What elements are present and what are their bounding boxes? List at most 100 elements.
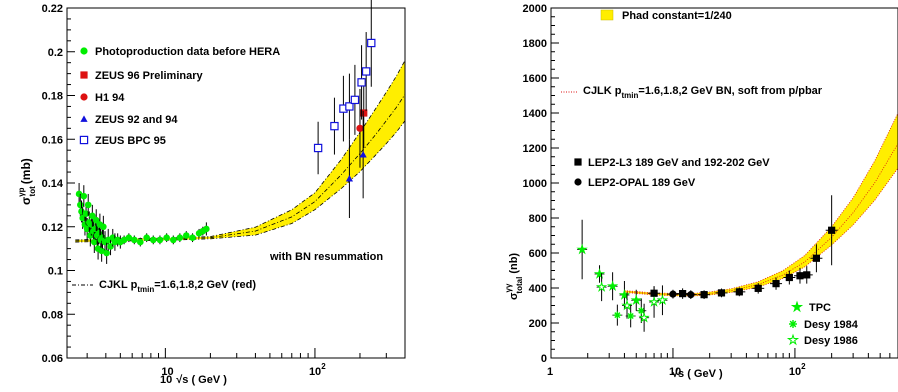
right-legend-phad-swatch xyxy=(600,9,614,21)
right-ylabel-unit: (nb) xyxy=(508,253,520,274)
left-ylabel-sup: γp xyxy=(17,187,26,196)
left-series-photoproduction-data-before-hera-point xyxy=(98,247,105,255)
left-points-layer xyxy=(75,0,376,264)
left-series-h1-94-point xyxy=(356,124,364,132)
left-y-axis-label: σγp tot (mb) xyxy=(17,158,37,205)
left-curve-sub: tmin xyxy=(137,285,154,294)
right-legend-label-desy1984: Desy 1984 xyxy=(804,319,859,331)
right-series-desy-1986-point xyxy=(595,281,608,292)
right-legend-marker-desy1986 xyxy=(786,333,800,346)
right-band-layer xyxy=(624,112,898,297)
right-x-axis-label: √s ( GeV ) xyxy=(672,368,723,380)
right-xtick-label: 10 xyxy=(669,366,681,378)
left-series-zeus-bpc-95-point xyxy=(330,121,339,131)
right-ytick-label: 0 xyxy=(541,353,547,365)
right-legend-marker-opal xyxy=(574,178,582,186)
left-legend-marker-h1 xyxy=(80,93,88,101)
left-ytick-label: 0.06 xyxy=(42,353,63,365)
right-legend-entry-opal: LEP2-OPAL 189 GeV xyxy=(574,177,696,189)
left-ylabel-main: σ xyxy=(19,197,33,205)
right-legend-phad-label: Phad constant=1/240 xyxy=(622,10,732,22)
right-legend-label-opal: LEP2-OPAL 189 GeV xyxy=(588,177,696,189)
right-xtick-label: 102 xyxy=(789,362,806,378)
right-xtick-label: 1 xyxy=(547,366,553,378)
left-ytick-label: 0.2 xyxy=(48,47,63,59)
right-series-desy-1984-point xyxy=(637,307,645,315)
left-plot-frame xyxy=(66,7,406,359)
left-series-zeus-bpc-95-point xyxy=(313,143,323,153)
left-annotation-resummation: with BN resummation xyxy=(269,251,383,263)
left-series-zeus-bpc-95 xyxy=(313,0,376,175)
right-series-tpc-point xyxy=(593,268,606,279)
right-legend-marker-l3 xyxy=(574,158,582,166)
right-legend-entry-tpc: TPC xyxy=(790,300,831,314)
left-series-zeus-96-preliminary-point xyxy=(360,109,368,117)
right-series-lep2-l3-189-gev-and-192-202-gev-point xyxy=(754,284,762,292)
right-series-lep2-l3-189-gev-and-192-202-gev-point xyxy=(812,254,821,262)
left-series-photoproduction-data-before-hera-point xyxy=(100,223,107,231)
left-xtick-exponent: 2 xyxy=(321,362,326,371)
right-legend-marker xyxy=(790,300,804,313)
right-curve-pre: CJLK p xyxy=(583,85,622,97)
left-series-photoproduction-data-before-hera-point xyxy=(170,236,177,244)
left-curve-pre: CJKL p xyxy=(99,279,138,291)
right-legend-label-desy1986: Desy 1986 xyxy=(804,335,858,347)
left-legend-marker xyxy=(80,93,88,101)
right-legend-label-tpc: TPC xyxy=(809,302,831,314)
right-curve-mid xyxy=(624,143,898,296)
left-series-photoproduction-data-before-hera-point xyxy=(176,234,184,241)
right-ytick-label: 400 xyxy=(529,283,547,295)
right-series-desy-1986-point xyxy=(656,294,669,306)
left-series-photoproduction-data-before-hera-point xyxy=(137,238,144,246)
left-legend-marker xyxy=(79,135,89,145)
left-legend-marker xyxy=(80,115,88,122)
left-xtick-label: 10 xyxy=(161,366,173,378)
right-legend-tpc-desy: TPC Desy 1984 Desy 1986 xyxy=(786,300,859,347)
right-points-layer xyxy=(576,195,838,332)
right-ylabel-sub: total xyxy=(515,277,524,294)
right-ytick-label: 2000 xyxy=(523,3,547,15)
left-ytick-label: 0.22 xyxy=(42,3,63,15)
left-x-axis-label: 10 √s ( GeV ) xyxy=(160,374,227,386)
left-curve-legend-label: CJKL ptmin=1.6,1.8,2 GeV (red) xyxy=(99,279,256,294)
right-curve-high xyxy=(624,112,898,294)
left-legend-marker xyxy=(80,47,88,55)
left-legend-entry-zeusbpc: ZEUS BPC 95 xyxy=(79,135,166,147)
right-series-tpc-point xyxy=(630,294,642,306)
left-ytick-label: 0.1 xyxy=(48,266,63,278)
right-series-desy-1984-point-stroke xyxy=(614,312,621,319)
right-series-desy-1984-point-stroke xyxy=(638,307,645,314)
right-legend-entry-desy1986: Desy 1986 xyxy=(786,333,858,347)
right-legend-marker xyxy=(574,158,582,166)
right-ytick-label: 1800 xyxy=(523,38,547,50)
right-legend-phad: Phad constant=1/240 xyxy=(600,9,732,22)
right-legend-marker-desy1984 xyxy=(789,320,797,328)
right-series-lep2-l3-189-gev-and-192-202-gev xyxy=(648,195,838,301)
left-band-layer xyxy=(75,60,406,243)
right-legend-marker xyxy=(786,333,800,346)
left-series-photoproduction-data-before-hera-point xyxy=(156,236,164,244)
left-series-zeus-bpc-95-point xyxy=(367,38,376,48)
left-uncertainty-band xyxy=(75,60,406,243)
left-series-photoproduction-data-before-hera-point xyxy=(203,225,210,233)
right-y-axis-label: σγγ total (nb) xyxy=(504,253,524,300)
left-ytick-label: 0.08 xyxy=(42,309,63,321)
left-series-photoproduction-data-before-hera-point xyxy=(131,236,138,244)
right-series-lep2-opal-189-gev-point xyxy=(687,291,695,299)
right-series-lep2-l3-189-gev-and-192-202-gev-point xyxy=(772,280,780,288)
left-legend-label-zeus92: ZEUS 92 and 94 xyxy=(95,114,178,126)
left-series-zeus-bpc-95-point xyxy=(361,67,371,76)
right-series-desy-1986 xyxy=(595,273,669,332)
right-legend-marker xyxy=(789,320,797,328)
left-legend-entry-h1: H1 94 xyxy=(80,92,125,104)
left-ylabel-sub: tot xyxy=(28,186,37,197)
left-series-zeus-bpc-95-point xyxy=(345,102,354,111)
left-legend-marker-photoproduction xyxy=(80,47,88,55)
left-series-photoproduction-data-before-hera-point xyxy=(82,210,90,217)
left-series-photoproduction-data-before-hera-point xyxy=(125,234,133,241)
left-series-photoproduction-data-before-hera-point xyxy=(143,234,150,241)
left-curve-post: =1.6,1.8,2 GeV (red) xyxy=(154,279,256,291)
left-legend-label-zeusbpc: ZEUS BPC 95 xyxy=(95,135,166,147)
left-series-zeus-92-and-94-point xyxy=(345,175,354,182)
